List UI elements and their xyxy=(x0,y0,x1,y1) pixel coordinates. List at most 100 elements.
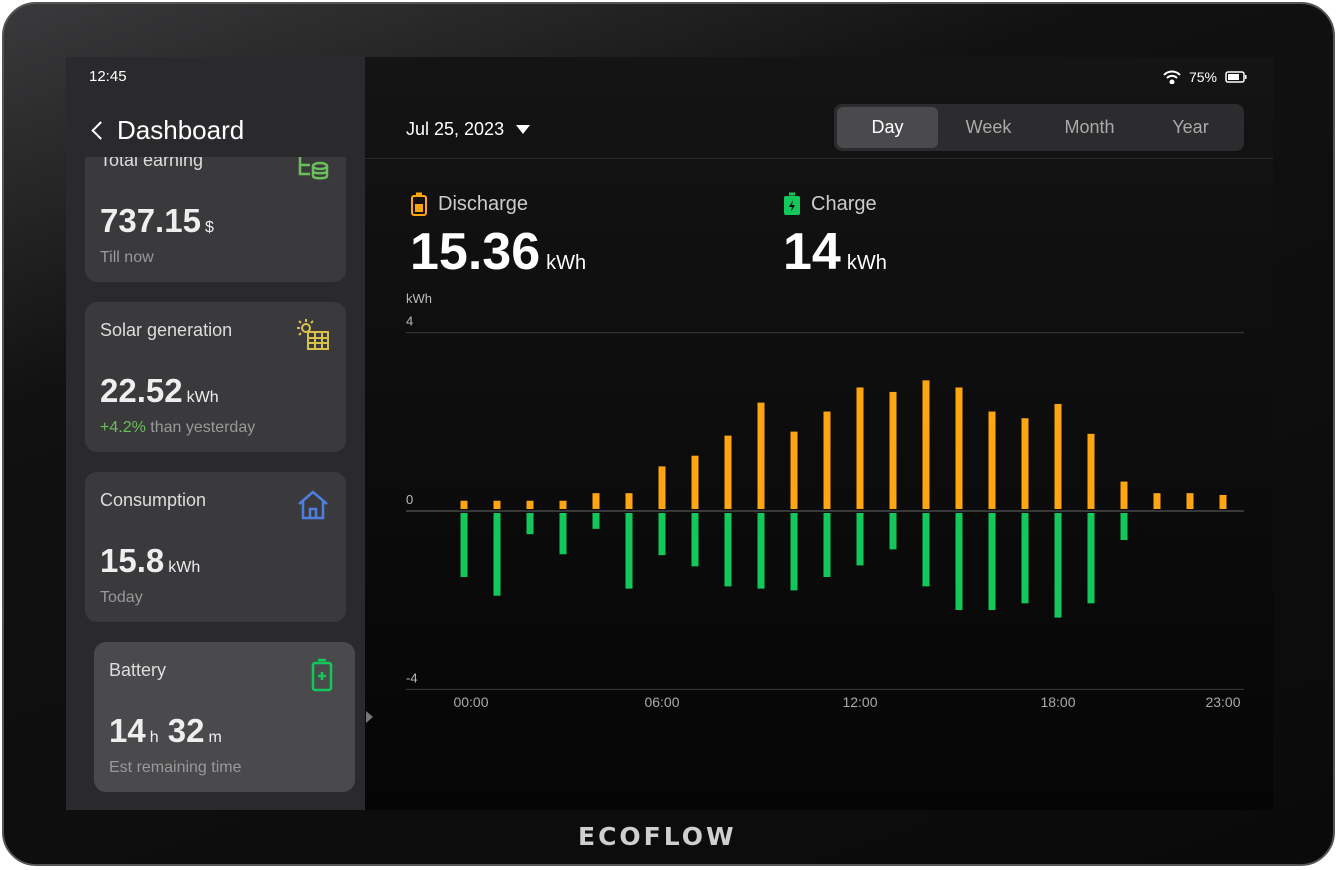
discharge-bar xyxy=(988,411,996,509)
charge-bar xyxy=(691,513,699,567)
discharge-bar xyxy=(625,493,633,509)
card-subtitle: Till now xyxy=(100,249,154,266)
page-title: Dashboard xyxy=(117,115,245,145)
charge-bar xyxy=(790,513,798,591)
discharge-bar xyxy=(526,500,534,509)
y-axis-label: kWh xyxy=(406,291,432,306)
charge-bar xyxy=(625,513,633,589)
y-tick-label: 0 xyxy=(406,492,413,507)
coins-icon xyxy=(298,157,329,180)
charge-bar xyxy=(955,513,963,611)
discharge-bar xyxy=(724,435,732,509)
charge-bar xyxy=(658,513,666,556)
x-tick-label: 00:00 xyxy=(453,694,488,710)
card-title: Battery xyxy=(109,660,167,680)
charge-bar xyxy=(1054,513,1062,618)
charge-bar xyxy=(724,513,732,587)
back-button[interactable]: Dashboard xyxy=(88,115,244,146)
wifi-icon xyxy=(1163,70,1181,84)
battery-percent: 75% xyxy=(1188,69,1217,85)
charge-bar xyxy=(757,513,765,589)
x-tick-label: 12:00 xyxy=(842,694,877,710)
discharge-bar xyxy=(955,387,963,509)
card-title: Solar generation xyxy=(100,320,233,340)
discharge-bar xyxy=(790,431,798,509)
discharge-bar xyxy=(1021,418,1029,509)
tab-day[interactable]: Day xyxy=(837,107,938,148)
discharge-bar xyxy=(856,387,864,509)
card-consumption[interactable]: Consumption 15.8 kWh Today xyxy=(85,472,346,622)
charge-bar xyxy=(889,513,897,550)
brand-logo: ECOFLOW xyxy=(578,822,737,851)
card-subtitle: Est remaining time xyxy=(109,759,242,776)
y-tick-label: -4 xyxy=(406,670,418,685)
charge-bar xyxy=(823,513,831,578)
discharge-bar xyxy=(889,391,897,509)
discharge-bar xyxy=(1219,494,1227,509)
discharge-bar xyxy=(1120,481,1128,509)
card-solar-generation[interactable]: Solar generation 22.52 kWh +4.2% than yes… xyxy=(85,302,346,452)
card-value: 22.52 kWh xyxy=(100,372,219,409)
card-title: Consumption xyxy=(100,490,207,510)
discharge-bar xyxy=(559,500,567,509)
card-title: Total earning xyxy=(100,157,204,170)
charge-bar xyxy=(559,513,567,555)
charge-bar xyxy=(922,513,930,587)
period-tabs: Day Week Month Year xyxy=(834,104,1244,151)
charge-bar xyxy=(1021,513,1029,604)
x-tick-label: 06:00 xyxy=(644,694,679,710)
y-tick-label: 4 xyxy=(406,314,413,329)
card-total-earning[interactable]: Total earning 737.15 $ Till now xyxy=(85,157,346,282)
charge-bar xyxy=(1087,513,1095,604)
discharge-value: 15.36 kWh xyxy=(410,223,587,281)
status-bar: 75% xyxy=(1163,69,1247,85)
home-icon xyxy=(298,490,328,520)
battery-icon xyxy=(311,658,333,692)
divider xyxy=(365,158,1273,159)
x-tick-label: 23:00 xyxy=(1205,694,1240,710)
sidebar: 12:45 Dashboard Total earning 737.15 $ Ti… xyxy=(66,57,365,810)
card-subtitle: Today xyxy=(100,589,143,606)
x-tick-label: 18:00 xyxy=(1040,694,1075,710)
solar-panel-icon xyxy=(297,319,329,350)
main-panel: 75% Jul 25, 2023 Day Week Month Year Dis… xyxy=(365,57,1273,810)
discharge-bar xyxy=(823,411,831,509)
discharge-bar xyxy=(493,500,501,509)
card-list[interactable]: Total earning 737.15 $ Till now Solar gen… xyxy=(66,157,365,810)
energy-chart: kWh 4 0 -4 00:00 06:00 12:00 18:00 23:00 xyxy=(406,291,1244,710)
discharge-bar xyxy=(691,455,699,509)
battery-status-icon xyxy=(1225,71,1247,83)
screen: 12:45 Dashboard Total earning 737.15 $ Ti… xyxy=(66,57,1273,810)
charge-bar xyxy=(856,513,864,566)
caret-down-icon xyxy=(516,125,531,134)
charge-bar xyxy=(493,513,501,596)
discharge-bar xyxy=(460,500,468,509)
discharge-summary: Discharge 15.36 kWh xyxy=(410,192,586,282)
discharge-bar xyxy=(658,466,666,509)
discharge-bar xyxy=(757,402,765,509)
charge-summary: Charge 14 kWh xyxy=(783,192,887,282)
collapse-handle-icon[interactable] xyxy=(366,711,373,723)
date-label: Jul 25, 2023 xyxy=(406,119,505,139)
chevron-left-icon xyxy=(91,121,110,140)
charge-bar xyxy=(460,513,468,578)
battery-discharge-icon xyxy=(411,192,427,216)
tab-month[interactable]: Month xyxy=(1064,117,1115,137)
discharge-bar xyxy=(1054,403,1062,509)
date-picker[interactable]: Jul 25, 2023 xyxy=(406,119,531,140)
discharge-bar xyxy=(1087,433,1095,509)
charge-value: 14 kWh xyxy=(783,223,887,281)
discharge-bar xyxy=(1186,493,1194,509)
tab-week[interactable]: Week xyxy=(965,117,1012,137)
card-value: 14 h 32 m xyxy=(109,712,222,749)
tab-year[interactable]: Year xyxy=(1172,117,1209,137)
charge-label: Charge xyxy=(811,192,877,215)
clock: 12:45 xyxy=(89,68,127,85)
charge-bar xyxy=(1120,513,1128,540)
card-value: 15.8 kWh xyxy=(100,542,201,579)
card-battery[interactable]: Battery 14 h 32 m Est remaining time xyxy=(94,642,355,792)
charge-bar xyxy=(592,513,600,529)
discharge-label: Discharge xyxy=(438,192,529,215)
charge-bar xyxy=(988,513,996,611)
discharge-bar xyxy=(922,380,930,509)
